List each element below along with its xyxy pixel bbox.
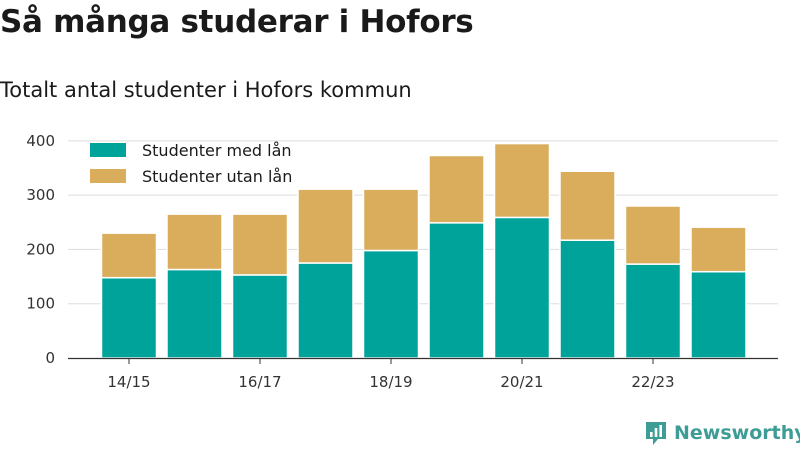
chart-subtitle: Totalt antal studenter i Hofors kommun [0,78,412,102]
stacked-bar-chart: 0 100 200 300 400 14/15 16/17 18/19 20/21 22/23 S… [26,132,778,391]
bar-segment-utan-lan [493,142,551,219]
x-tick-label: 22/23 [631,373,674,391]
legend-label-utan-lan: Studenter utan lån [142,167,292,186]
bar-segment-utan-lan [624,205,682,265]
bar-segment-med-lan [166,268,223,359]
bar-segment-utan-lan [231,213,289,276]
bar-segment-med-lan [362,249,420,359]
x-tick-label: 18/19 [369,373,412,391]
x-tick-label: 16/17 [238,373,281,391]
legend-label-med-lan: Studenter med lån [142,141,292,160]
legend: Studenter med lån Studenter utan lån [90,141,292,186]
x-tick-label: 14/15 [107,373,150,391]
bar-segment-med-lan [690,270,747,359]
y-tick-label: 400 [26,132,55,150]
bar-segment-utan-lan [166,213,223,271]
brand-name: Newsworthy [674,422,800,444]
bar-chart-logo-icon [646,422,666,445]
y-tick-label: 200 [26,240,55,258]
bar-segment-utan-lan [297,188,354,264]
y-tick-label: 0 [45,349,55,367]
x-tick-label: 20/21 [500,373,543,391]
legend-swatch-utan-lan [90,169,126,183]
y-tick-label: 300 [26,186,55,204]
y-tick-label: 100 [26,295,55,313]
bar-segment-utan-lan [362,188,420,252]
bar-segment-med-lan [428,222,485,359]
axes: 0 100 200 300 400 14/15 16/17 18/19 20/21 22/23 [26,132,778,391]
bar-segment-med-lan [624,263,682,359]
bar-segment-med-lan [100,276,158,359]
newsworthy-brand: Newsworthy [644,420,800,446]
bar-segment-utan-lan [100,232,158,279]
bar-segment-med-lan [231,274,289,359]
bar-segment-med-lan [559,239,616,359]
bar-segment-utan-lan [690,226,747,273]
bar-segment-utan-lan [428,154,485,224]
legend-swatch-med-lan [90,143,126,157]
bar-segment-med-lan [297,262,354,359]
chart-title: Så många studerar i Hofors [0,4,474,40]
bar-segment-utan-lan [559,170,616,241]
bar-segment-med-lan [493,216,551,359]
